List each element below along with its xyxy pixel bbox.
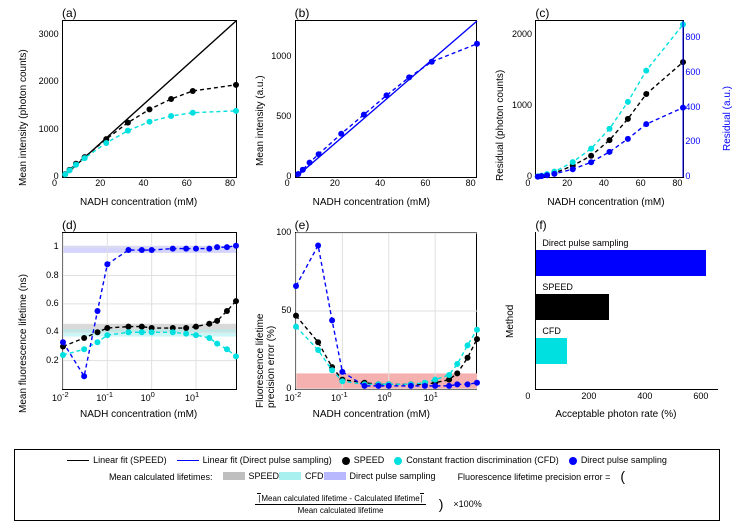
legend-row-2: Mean calculated lifetimes: SPEEDCFDDirec…: [23, 467, 711, 516]
xlabel-a: NADH concentration (mM): [80, 197, 197, 208]
ylabel-b: Mean intensity (a.u.): [255, 75, 266, 166]
ylabel-e: Fluorescence lifetime precision error (%…: [255, 314, 277, 408]
label-f: (f): [535, 218, 546, 232]
xlabel-b: NADH concentration (mM): [313, 197, 430, 208]
xlabel-e: NADH concentration (mM): [313, 409, 430, 420]
xlabel-c: NADH concentration (mM): [547, 197, 664, 208]
panel-d: (d) Mean fluorescence lifetime (ns) NADH…: [10, 218, 243, 426]
ylabel-c: Residual (photon counts): [495, 70, 506, 181]
figure-grid: (a) Mean intensity (photon counts) NADH …: [10, 6, 724, 426]
formula-fraction: |Mean calculated lifetime - Calculated l…: [255, 493, 425, 516]
label-b: (b): [295, 6, 310, 20]
ylabel-d: Mean fluorescence lifetime (ns): [18, 274, 29, 413]
label-c: (c): [535, 6, 549, 20]
panel-a: (a) Mean intensity (photon counts) NADH …: [10, 6, 243, 214]
ylabel-f: Method: [505, 305, 516, 338]
xlabel-f: Acceptable photon rate (%): [555, 409, 676, 420]
label-d: (d): [62, 218, 77, 232]
legend-box: Linear fit (SPEED)Linear fit (Direct pul…: [14, 449, 720, 521]
panel-b: (b) Mean intensity (a.u.) NADH concentra…: [251, 6, 484, 214]
ylabel-c2: Residual (a.u.): [722, 86, 733, 151]
label-a: (a): [62, 6, 77, 20]
panel-c: (c) Residual (photon counts) Residual (a…: [491, 6, 724, 214]
legend-prefix-2: Mean calculated lifetimes:: [109, 471, 213, 484]
xlabel-d: NADH concentration (mM): [80, 409, 197, 420]
ylabel-a: Mean intensity (photon counts): [18, 49, 29, 186]
panel-e: (e) Fluorescence lifetime precision erro…: [251, 218, 484, 426]
label-e: (e): [295, 218, 310, 232]
legend-row-1: Linear fit (SPEED)Linear fit (Direct pul…: [23, 454, 711, 467]
formula-prefix: Fluorescence lifetime precision error =: [458, 471, 611, 484]
formula-suffix: ×100%: [453, 498, 481, 511]
panel-f: (f) Direct pulse samplingSPEEDCFD Method…: [491, 218, 724, 426]
